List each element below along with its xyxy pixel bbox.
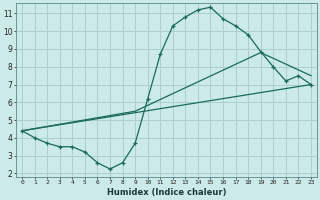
- X-axis label: Humidex (Indice chaleur): Humidex (Indice chaleur): [107, 188, 226, 197]
